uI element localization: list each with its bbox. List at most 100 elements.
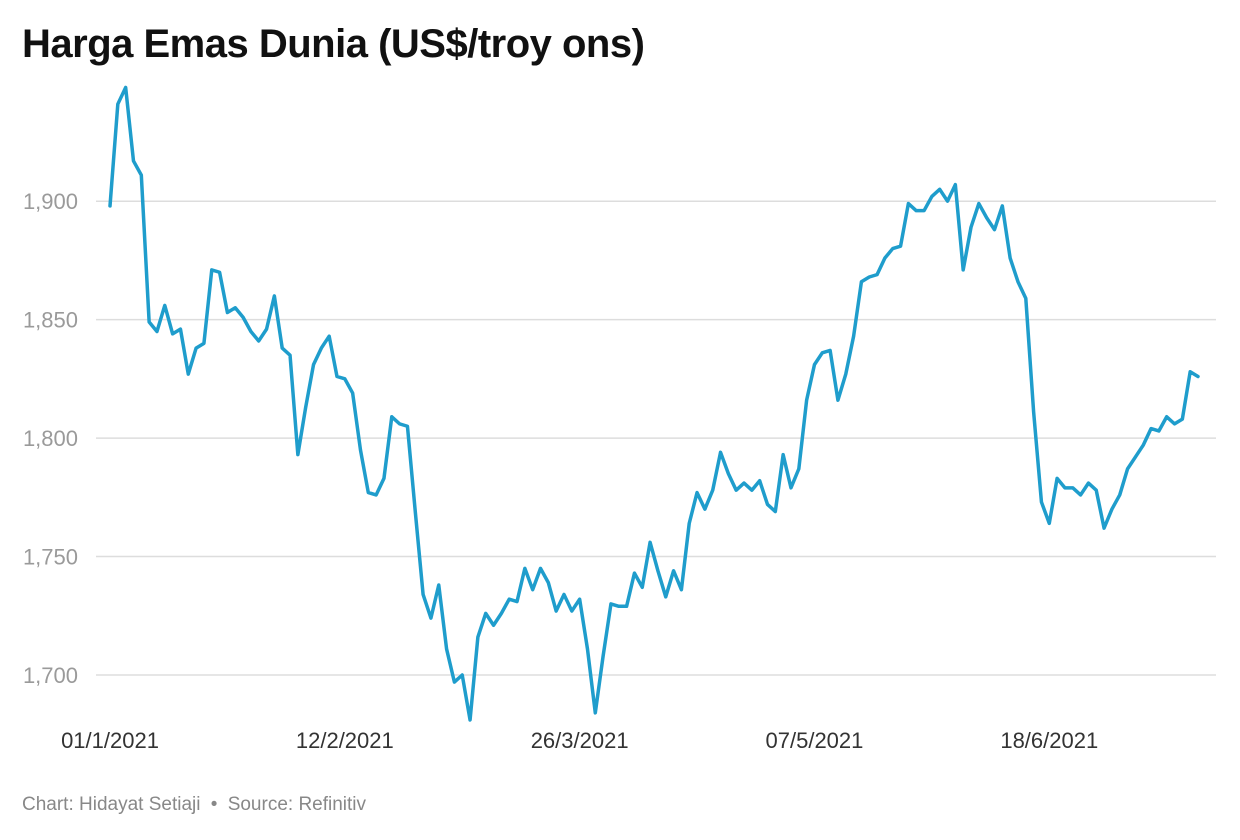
data-point: [116, 102, 120, 106]
data-point: [1055, 477, 1059, 480]
data-point: [554, 609, 558, 613]
data-point: [421, 593, 425, 596]
data-point: [641, 586, 644, 589]
data-point: [1008, 256, 1012, 260]
data-point: [124, 86, 127, 89]
data-point: [766, 503, 769, 506]
data-point: [719, 451, 722, 454]
data-point: [758, 479, 761, 482]
data-point: [155, 330, 159, 333]
y-axis-tick-labels: 1,700 1,750 1,800 1,850 1,900: [23, 189, 78, 688]
data-point: [249, 330, 253, 333]
data-point: [1016, 280, 1020, 283]
data-point: [187, 372, 190, 376]
data-point: [171, 332, 174, 336]
data-point: [594, 711, 597, 715]
data-point: [468, 718, 472, 722]
data-point: [860, 280, 863, 283]
data-point: [304, 406, 307, 409]
data-point: [445, 647, 448, 651]
data-point: [774, 510, 777, 513]
data-point: [625, 605, 628, 608]
data-point: [734, 489, 738, 492]
data-point: [922, 209, 926, 212]
data-point: [327, 335, 331, 338]
data-point: [609, 602, 613, 606]
data-point: [367, 491, 370, 494]
data-point: [711, 489, 714, 492]
data-point: [688, 522, 691, 525]
data-point: [836, 398, 840, 402]
data-point: [1196, 375, 1200, 378]
x-tick-label: 18/6/2021: [1000, 728, 1098, 753]
data-point: [351, 391, 354, 395]
data-point: [805, 398, 808, 402]
data-point: [1048, 522, 1051, 525]
data-point: [1063, 486, 1067, 490]
y-tick-label: 1,800: [23, 426, 78, 451]
data-point: [781, 453, 785, 456]
chart-credit: Chart: Hidayat Setiaji: [22, 794, 201, 815]
data-point: [813, 363, 816, 366]
data-point: [539, 567, 542, 570]
data-point: [946, 199, 949, 203]
data-point: [883, 256, 887, 260]
x-tick-label: 07/5/2021: [766, 728, 864, 753]
data-point: [1149, 427, 1153, 430]
data-point: [359, 448, 362, 452]
data-point: [1157, 429, 1161, 433]
data-point: [633, 571, 636, 575]
data-point: [1079, 493, 1082, 497]
data-point: [273, 294, 276, 298]
data-point: [202, 342, 206, 345]
data-point: [750, 489, 754, 492]
data-point: [234, 306, 237, 309]
footer: Chart: Hidayat Setiaji • Source: Refinit…: [22, 794, 366, 816]
data-point: [562, 593, 566, 596]
data-point: [476, 635, 480, 639]
data-point: [1165, 415, 1168, 418]
y-tick-label: 1,900: [23, 189, 78, 214]
data-point: [664, 595, 667, 599]
data-point: [515, 600, 519, 603]
data-point: [601, 654, 605, 658]
data-point: [500, 612, 503, 615]
data-point: [680, 588, 683, 591]
data-point: [194, 346, 198, 350]
data-point: [993, 228, 996, 231]
data-point: [1001, 204, 1004, 208]
footer-separator: •: [210, 794, 218, 815]
series-line: [108, 85, 1200, 722]
data-point: [938, 188, 941, 191]
data-point: [821, 351, 824, 355]
data-point: [108, 204, 112, 208]
data-point: [915, 209, 918, 212]
data-point: [703, 507, 707, 511]
data-point: [296, 453, 300, 456]
data-point: [1102, 526, 1106, 530]
data-point: [343, 377, 347, 381]
data-point: [484, 612, 487, 615]
data-point: [453, 680, 456, 684]
data-point: [961, 268, 965, 272]
data-point: [461, 673, 464, 677]
data-point: [163, 304, 166, 307]
data-point: [437, 583, 440, 587]
data-point: [547, 581, 550, 584]
data-point: [241, 316, 245, 319]
data-point: [868, 275, 871, 279]
data-point: [977, 202, 981, 205]
data-point: [695, 491, 699, 494]
data-point: [1142, 443, 1145, 447]
data-point: [969, 226, 973, 229]
data-point: [1032, 410, 1035, 414]
data-point: [281, 346, 284, 350]
data-point: [382, 477, 386, 480]
data-point: [179, 327, 182, 331]
data-point: [398, 422, 401, 426]
data-point: [672, 569, 675, 572]
data-point: [140, 173, 143, 177]
data-point: [210, 268, 213, 272]
data-point: [797, 467, 801, 471]
